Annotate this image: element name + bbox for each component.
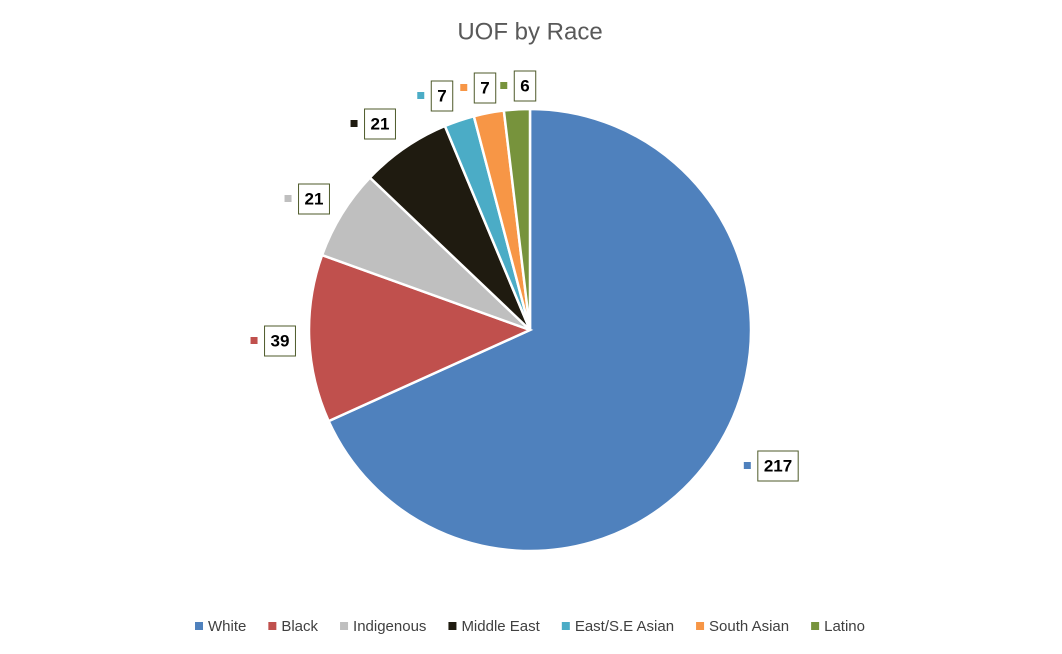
data-label: 6 (520, 76, 529, 95)
data-label-key (350, 120, 358, 127)
data-label: 21 (371, 114, 390, 133)
legend-label: Black (281, 618, 318, 635)
legend-key (268, 622, 277, 630)
legend-key (448, 622, 457, 630)
pie-slice (502, 107, 532, 331)
legend-label: South Asian (709, 618, 789, 635)
legend-key (195, 622, 204, 630)
data-label-key (250, 337, 258, 344)
legend-key (696, 622, 705, 630)
data-label-box (513, 70, 537, 102)
data-label-box (757, 450, 799, 482)
legend-key (811, 622, 820, 630)
data-label-box (298, 183, 330, 215)
legend-label: East/S.E Asian (575, 618, 674, 635)
data-label: 39 (271, 331, 290, 350)
legend-key (340, 622, 349, 630)
data-label-box (473, 72, 497, 104)
data-label: 7 (480, 78, 489, 97)
data-label: 7 (437, 86, 446, 105)
data-label-box (364, 108, 396, 140)
data-label-box (264, 325, 296, 357)
data-label-key (417, 92, 425, 99)
pie-slice (307, 253, 534, 423)
legend-label: Latino (824, 618, 865, 635)
data-label-key (500, 82, 508, 89)
legend-label: Middle East (461, 618, 540, 635)
data-label: 217 (764, 456, 792, 475)
data-label: 21 (305, 189, 324, 208)
data-label-key (743, 462, 751, 469)
data-label-key (460, 84, 468, 91)
legend-key (561, 622, 570, 630)
pie-slice (326, 107, 753, 553)
data-label-box (430, 80, 454, 112)
chart-title: UOF by Race (457, 18, 602, 45)
legend-label: Indigenous (353, 618, 426, 635)
data-label-key (284, 195, 292, 202)
legend-label: White (208, 618, 246, 635)
